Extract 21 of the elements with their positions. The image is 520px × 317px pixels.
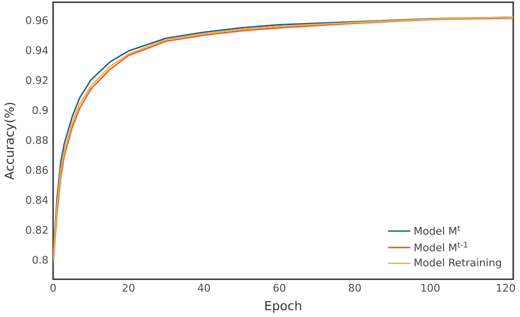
x-axis-title: Epoch <box>265 300 302 313</box>
legend-label: Model M$^{t}$ <box>414 225 460 235</box>
x-tick-label: 40 <box>198 284 210 292</box>
y-tick-label: 0.92 <box>26 76 48 84</box>
y-axis-title: Accuracy(%) <box>4 102 16 180</box>
y-tick-label: 0.86 <box>26 166 48 174</box>
y-tick-label: 0.9 <box>32 106 48 114</box>
legend-label: Model M$^{t-1}$ <box>414 242 468 252</box>
y-tick-label: 0.8 <box>32 256 48 264</box>
x-tick-label: 20 <box>122 284 134 292</box>
y-tick-label: 0.84 <box>26 196 48 204</box>
x-tick-label: 100 <box>421 284 440 292</box>
x-tick-label: 0 <box>50 284 56 292</box>
y-tick-label: 0.94 <box>26 46 48 54</box>
y-tick-label: 0.82 <box>26 226 48 234</box>
y-tick-label: 0.96 <box>26 16 48 24</box>
legend-label: Model Retraining <box>414 258 501 268</box>
x-tick-label: 60 <box>274 284 286 292</box>
x-tick-label: 120 <box>496 284 515 292</box>
y-tick-label: 0.88 <box>26 136 48 144</box>
x-tick-label: 80 <box>348 284 361 292</box>
